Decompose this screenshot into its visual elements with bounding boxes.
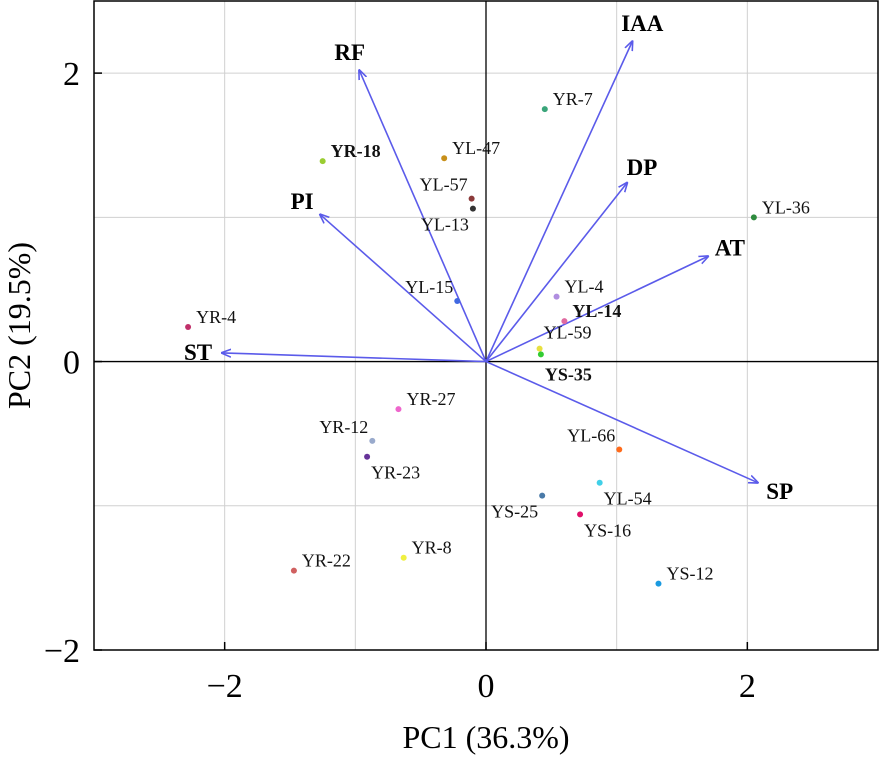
x-tick-label: 2 (739, 668, 756, 705)
sample-point (537, 351, 544, 358)
point-label: YR-7 (553, 89, 593, 109)
sample-point (469, 205, 476, 212)
sample-point (185, 323, 192, 330)
sample-point (539, 492, 546, 499)
vector-label: RF (334, 40, 365, 65)
vector-dp (485, 183, 627, 363)
sample-point (319, 158, 326, 165)
point-label: YL-59 (544, 323, 592, 343)
sample-point (468, 195, 475, 202)
point-label: YL-4 (565, 277, 604, 297)
point-label: YR-23 (371, 463, 420, 483)
sample-point (369, 437, 376, 444)
point-label: YR-22 (302, 551, 351, 571)
x-axis-title: PC1 (36.3%) (402, 719, 569, 755)
sample-point (655, 580, 662, 587)
loading-vectors: RF IAA DP PI AT ST SP (184, 11, 793, 504)
point-label: YL-47 (452, 138, 500, 158)
sample-point (290, 567, 297, 574)
vector-iaa (485, 41, 632, 362)
x-tick-label: −2 (207, 668, 243, 705)
sample-point (616, 446, 623, 453)
point-label: YL-66 (567, 426, 615, 446)
vector-st (222, 353, 487, 363)
sample-point (454, 297, 461, 304)
x-tick-label: 0 (478, 668, 495, 705)
vector-label: IAA (621, 11, 664, 36)
vector-label: SP (766, 479, 793, 504)
sample-point (553, 293, 560, 300)
sample-point (596, 479, 603, 486)
vector-pi (320, 214, 487, 363)
vector-label: PI (291, 189, 314, 214)
sample-points: YR-7 YR-18 YL-47 YL-57 YL-13 YL-36 YL-15 YL-4 YL… (185, 89, 810, 587)
sample-point (536, 345, 543, 352)
point-label: YL-13 (421, 215, 469, 235)
vector-at (485, 256, 708, 363)
point-label: YS-35 (545, 364, 592, 384)
vector-label: AT (715, 236, 745, 261)
point-label: YS-25 (491, 502, 538, 522)
sample-point (364, 453, 371, 460)
vector-label: DP (627, 155, 658, 180)
sample-point (400, 554, 407, 561)
point-label: YS-12 (666, 564, 713, 584)
point-label: YL-57 (420, 175, 468, 195)
y-tick-label: −2 (44, 633, 80, 670)
axis-ticks: −2 0 2 −2 0 2 (44, 56, 756, 705)
point-label: YL-15 (405, 277, 453, 297)
y-tick-label: 0 (63, 345, 80, 382)
point-label: YL-14 (572, 301, 621, 321)
point-label: YS-16 (584, 520, 631, 540)
point-label: YR-12 (319, 417, 368, 437)
vector-sp (485, 360, 758, 483)
point-label: YR-18 (331, 141, 381, 161)
point-label: YR-4 (196, 307, 236, 327)
y-axis-title: PC2 (19.5%) (1, 242, 37, 409)
sample-point (441, 155, 448, 162)
y-tick-label: 2 (63, 56, 80, 93)
sample-point (561, 318, 568, 325)
vector-label: ST (184, 340, 212, 365)
sample-point (577, 511, 584, 518)
vector-rf (359, 70, 487, 362)
point-label: YR-8 (412, 538, 452, 558)
sample-point (541, 106, 548, 113)
sample-point (750, 214, 757, 221)
point-label: YL-54 (604, 489, 652, 509)
sample-point (395, 406, 402, 413)
point-label: YL-36 (762, 197, 810, 217)
point-label: YR-27 (406, 389, 455, 409)
